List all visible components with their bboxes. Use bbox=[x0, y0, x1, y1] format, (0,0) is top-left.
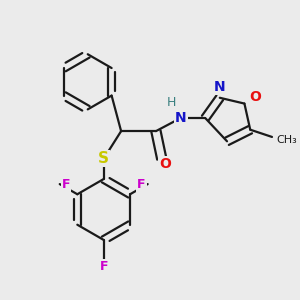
Text: O: O bbox=[250, 90, 261, 104]
Text: F: F bbox=[100, 260, 108, 273]
Text: F: F bbox=[62, 178, 70, 190]
Text: S: S bbox=[98, 151, 109, 166]
Text: CH₃: CH₃ bbox=[276, 135, 297, 145]
Text: N: N bbox=[175, 111, 186, 125]
Text: N: N bbox=[214, 80, 226, 94]
Text: H: H bbox=[167, 97, 177, 110]
Text: O: O bbox=[159, 157, 171, 171]
Text: F: F bbox=[137, 178, 146, 190]
